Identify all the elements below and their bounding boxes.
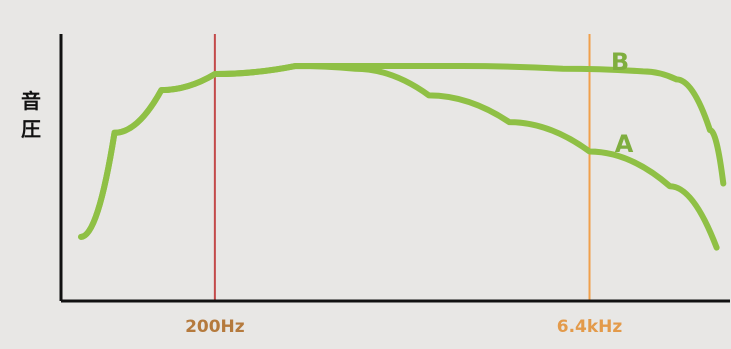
curve-layer bbox=[78, 63, 727, 251]
y-axis-label-bottom: 圧 bbox=[21, 117, 41, 141]
frequency-marker-layer bbox=[213, 34, 591, 301]
y-axis-label-top: 音 bbox=[21, 89, 41, 113]
series-line-b bbox=[78, 63, 727, 240]
series-label-a: A bbox=[615, 130, 634, 158]
series-label-layer: AB bbox=[611, 48, 634, 158]
marker-label-6_4khz: 6.4kHz bbox=[557, 317, 623, 337]
marker-label-200hz: 200Hz bbox=[185, 317, 245, 337]
frequency-marker-label-layer: 200Hz 6.4kHz bbox=[185, 317, 622, 337]
series-label-b: B bbox=[611, 48, 629, 76]
